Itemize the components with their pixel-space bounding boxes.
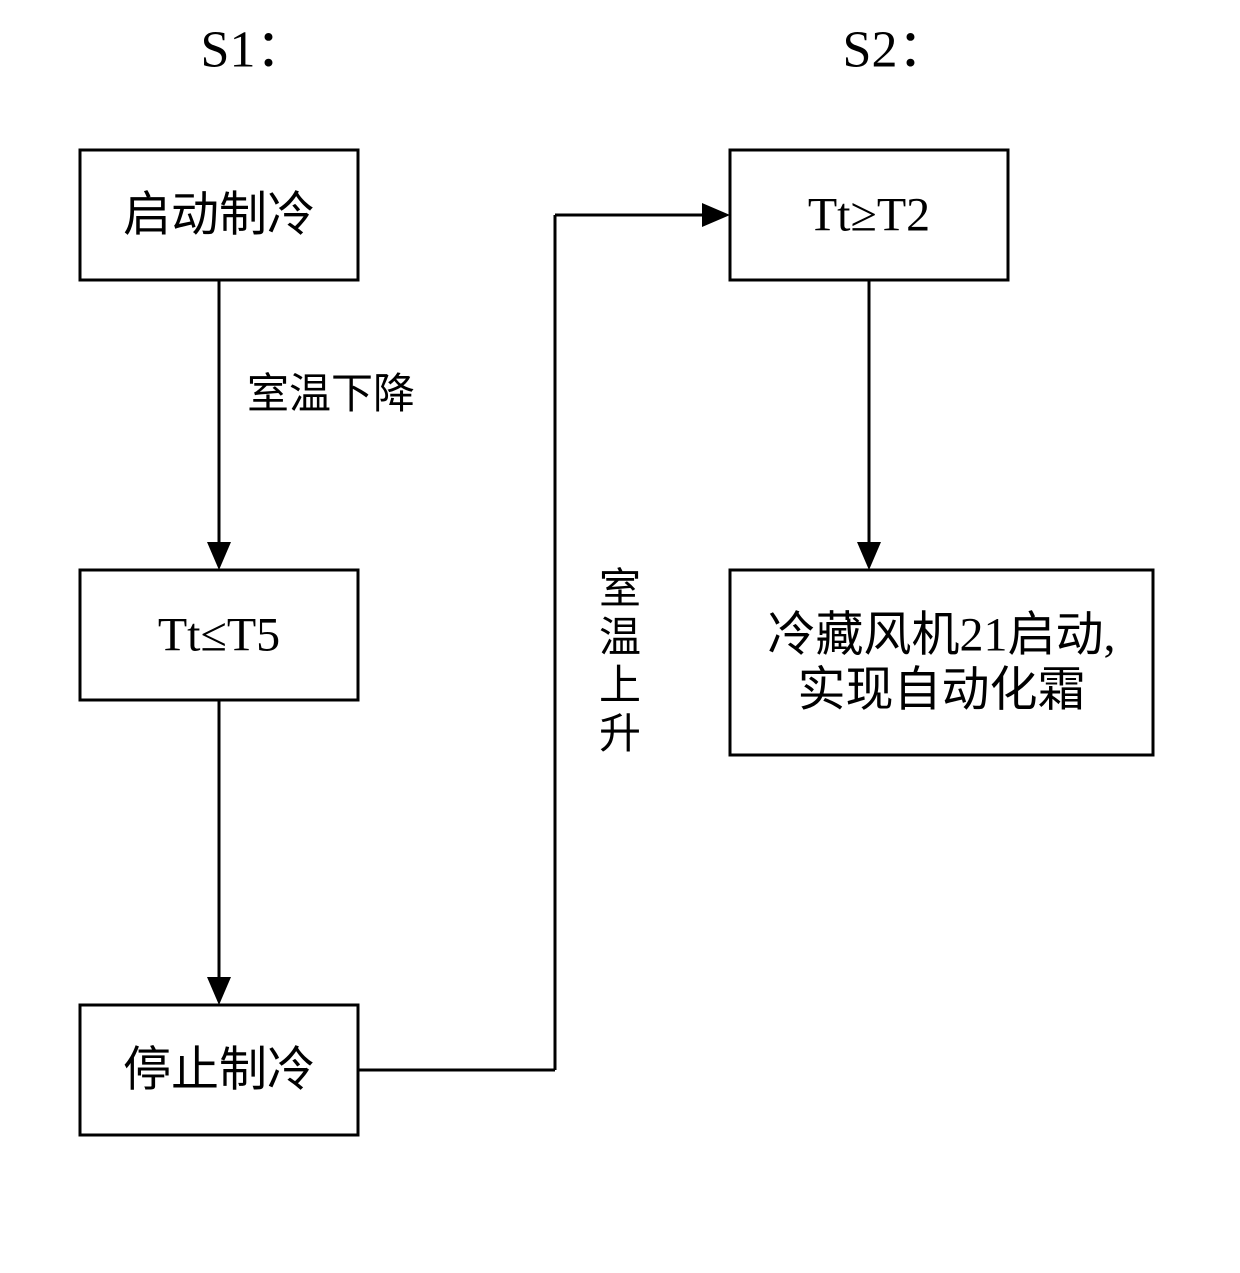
node-start_cool-label: 启动制冷 <box>123 189 315 242</box>
node-tt_le_t5-label: Tt≤T5 <box>158 609 280 662</box>
edge-e3-label: 室 <box>599 566 641 613</box>
node-fan_start <box>730 570 1153 755</box>
node-fan_start-label: 实现自动化霜 <box>797 664 1085 717</box>
header-s2: S2： <box>843 22 950 79</box>
arrowhead <box>702 203 730 227</box>
arrowhead <box>207 542 231 570</box>
flowchart-canvas: S1： S2： 启动制冷 Tt≤T5 停止制冷 Tt≥T2 冷藏风机21启动,实现自动化霜 室… <box>0 0 1240 1273</box>
edge-e3-label: 温 <box>599 615 641 661</box>
node-stop_cool-label: 停止制冷 <box>123 1044 315 1097</box>
header-s1: S1： <box>201 22 308 79</box>
edge-e3-label: 升 <box>599 712 641 758</box>
edge-e1-label: 室温下降 <box>247 371 415 418</box>
edge-e3-label: 上 <box>599 664 641 710</box>
arrowhead <box>857 542 881 570</box>
node-fan_start-label: 冷藏风机21启动, <box>767 608 1115 661</box>
node-tt_ge_t2-label: Tt≥T2 <box>808 189 930 242</box>
arrowhead <box>207 977 231 1005</box>
